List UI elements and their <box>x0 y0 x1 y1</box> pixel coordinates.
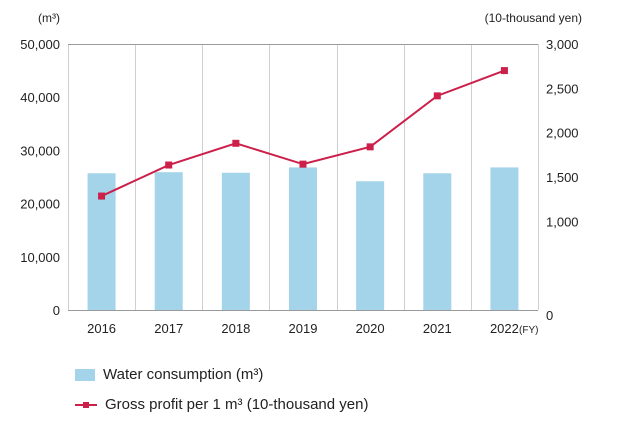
bars <box>87 167 519 310</box>
bar-2021 <box>423 173 452 310</box>
right-tick-label: 2,000 <box>546 126 579 141</box>
x-tick-label: 2019 <box>289 321 318 336</box>
x-tick-label: 2018 <box>221 321 250 336</box>
right-tick-label: 0 <box>546 308 553 323</box>
legend-label-water: Water consumption (m³) <box>103 366 264 383</box>
combo-chart: 0 10,000 20,000 30,000 40,000 50,000 0 1,000 1,… <box>20 11 582 336</box>
right-tick-label: 2,500 <box>546 81 579 96</box>
legend-item-water: Water consumption (m³) <box>75 366 263 383</box>
right-tick-label: 1,500 <box>546 170 579 185</box>
x-axis-unit-label: (FY) <box>519 325 538 336</box>
left-tick-label: 10,000 <box>20 250 60 265</box>
bar-2017 <box>154 172 183 310</box>
line-point-2019 <box>299 160 307 168</box>
line-point-2018 <box>232 139 240 147</box>
left-tick-label: 0 <box>53 303 60 318</box>
right-tick-label: 3,000 <box>546 37 579 52</box>
legend-item-profit: Gross profit per 1 m³ (10-thousand yen) <box>75 396 368 413</box>
bar-2019 <box>289 167 317 310</box>
line-point-2016 <box>98 192 106 200</box>
left-axis-unit-label: (m³) <box>38 11 60 25</box>
right-axis-unit-label: (10-thousand yen) <box>485 11 582 25</box>
bar-2022 <box>490 167 519 310</box>
line-point-2022 <box>500 67 508 75</box>
grid-lines <box>68 44 539 310</box>
right-tick-labels: 0 1,000 1,500 2,000 2,500 3,000 <box>546 37 579 323</box>
left-tick-label: 40,000 <box>20 90 60 105</box>
left-tick-label: 30,000 <box>20 143 60 158</box>
legend-line-swatch <box>75 399 97 411</box>
bar-2020 <box>356 181 385 310</box>
bar-2018 <box>221 172 250 310</box>
line-series <box>98 67 508 200</box>
x-tick-label: 2020 <box>356 321 385 336</box>
line-point-2017 <box>165 161 173 169</box>
left-tick-label: 50,000 <box>20 37 60 52</box>
x-tick-label: 2022 <box>490 321 519 336</box>
right-tick-label: 1,000 <box>546 214 579 229</box>
x-tick-label: 2021 <box>423 321 452 336</box>
x-tick-label: 2017 <box>154 321 183 336</box>
left-tick-label: 20,000 <box>20 197 60 212</box>
legend-label-profit: Gross profit per 1 m³ (10-thousand yen) <box>105 396 369 413</box>
left-tick-labels: 0 10,000 20,000 30,000 40,000 50,000 <box>20 37 60 318</box>
line-point-2021 <box>433 92 441 100</box>
legend-bar-swatch <box>75 368 95 381</box>
line-point-2020 <box>366 143 374 151</box>
x-tick-labels: 2016 2017 2018 2019 2020 2021 2022 <box>87 321 519 336</box>
x-tick-label: 2016 <box>87 321 116 336</box>
